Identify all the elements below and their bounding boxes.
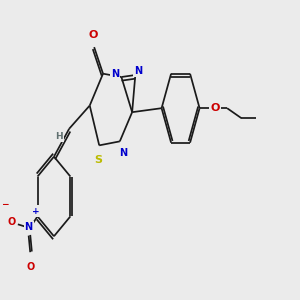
Text: N: N bbox=[119, 148, 127, 158]
Text: −: − bbox=[2, 200, 9, 209]
Text: +: + bbox=[32, 206, 39, 215]
Text: N: N bbox=[134, 66, 142, 76]
Text: O: O bbox=[89, 30, 98, 40]
Text: S: S bbox=[94, 155, 103, 165]
Text: N: N bbox=[111, 69, 119, 80]
Text: O: O bbox=[210, 103, 220, 113]
Text: O: O bbox=[8, 217, 16, 227]
Text: N: N bbox=[25, 222, 33, 232]
Text: O: O bbox=[26, 262, 34, 272]
Text: H: H bbox=[55, 132, 63, 141]
